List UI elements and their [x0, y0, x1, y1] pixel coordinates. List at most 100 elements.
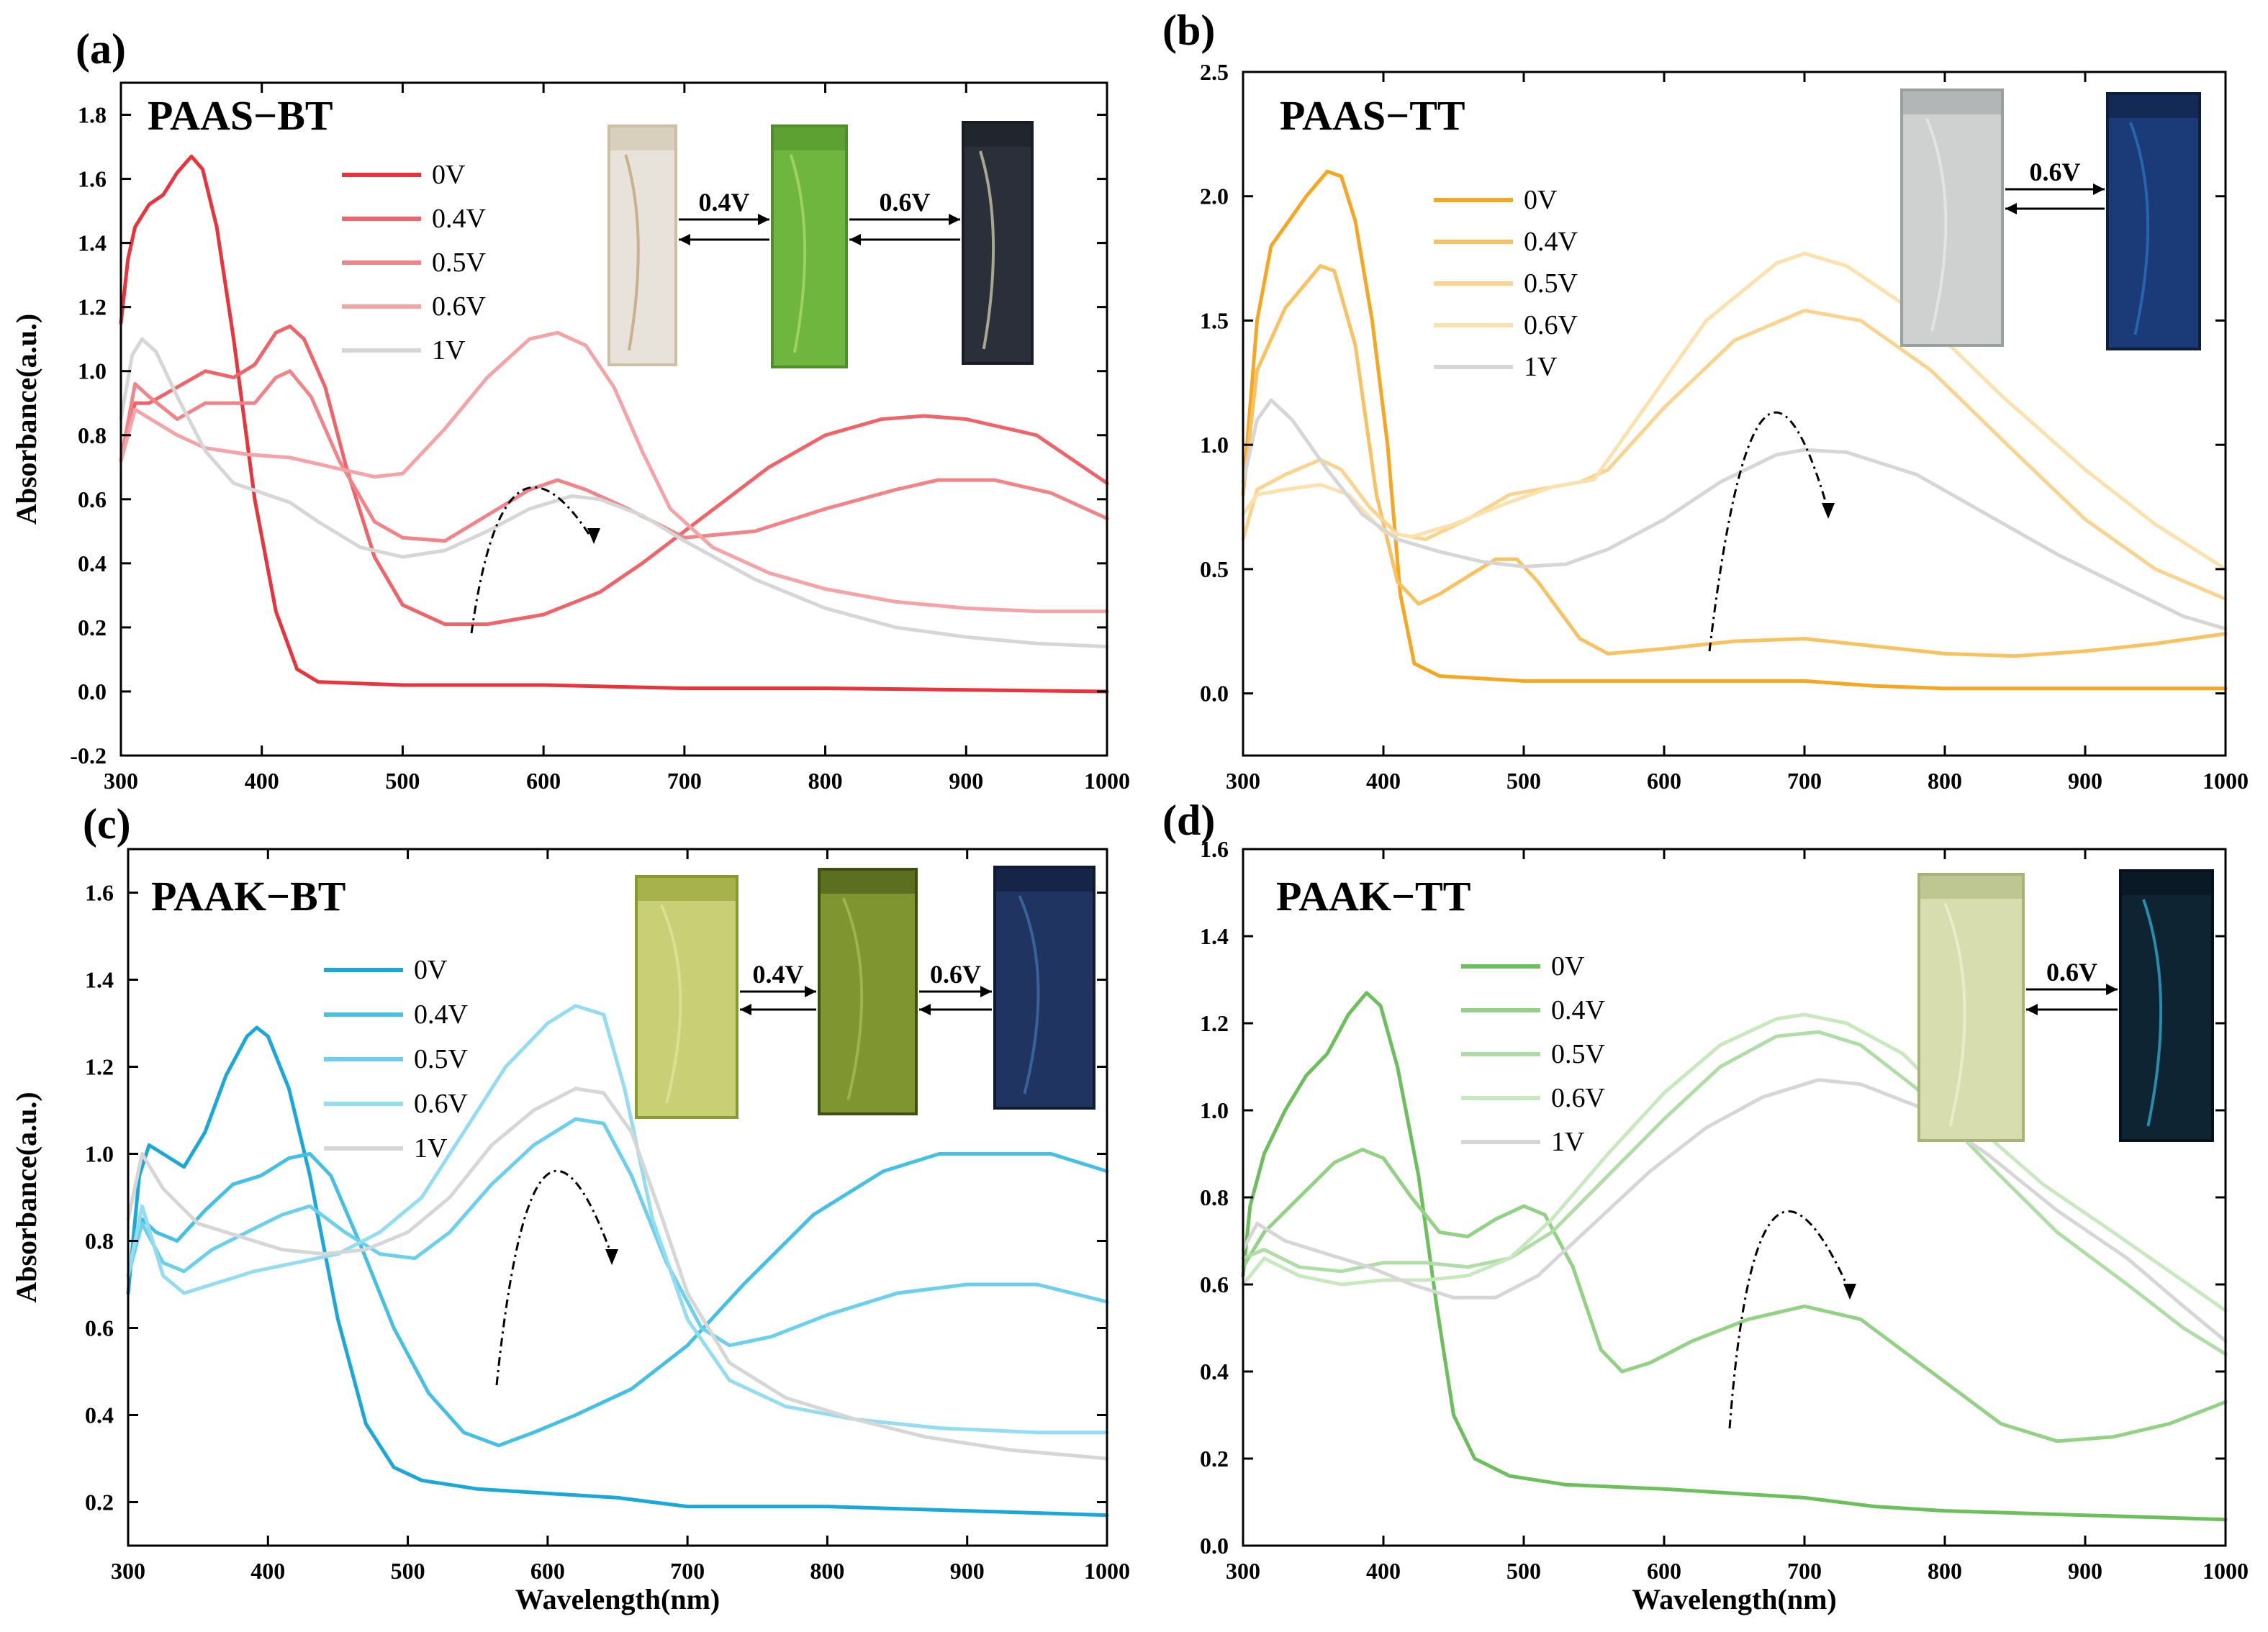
sample-photo-streak: [624, 154, 640, 351]
legend-label: 0.6V: [1551, 1083, 1606, 1113]
transition-voltage-label: 0.6V: [930, 960, 981, 989]
y-tick-label: 1.2: [78, 294, 107, 320]
x-tick-label: 700: [670, 1558, 705, 1584]
legend: 0V 0.4V 0.5V 0.6V 1V: [1461, 951, 1606, 1157]
sample-photo-cap: [963, 122, 1032, 147]
y-tick-label: 2.5: [1200, 59, 1229, 85]
series-line-0.6V: [1241, 251, 2228, 571]
x-tick-label: 600: [530, 1558, 565, 1584]
x-axis-label: Wavelength(nm): [515, 1583, 720, 1615]
legend-label: 0.6V: [432, 291, 487, 322]
y-tick-label: 1.6: [1200, 836, 1229, 862]
transition-arrow-head: [740, 1004, 751, 1015]
y-tick-label: 0.5: [1200, 556, 1229, 582]
legend-label: 0V: [414, 955, 448, 985]
sample-photo-body: [1917, 873, 2025, 1142]
legend-label: 0.5V: [1551, 1039, 1606, 1069]
y-tick-label: 0.2: [85, 1490, 114, 1515]
trend-arrow: [1708, 411, 1830, 652]
series-line-0V: [126, 1025, 1109, 1518]
trend-arrow: [495, 1169, 613, 1386]
sample-photo: [607, 124, 677, 366]
y-tick-label: 0.2: [78, 615, 107, 640]
x-tick-label: 400: [250, 1558, 285, 1584]
sample-photo: [993, 866, 1095, 1110]
sample-photo: [1900, 89, 2004, 347]
sample-photo: [818, 868, 918, 1115]
y-tick-label: 1.0: [78, 358, 107, 384]
panel-label: (c): [83, 800, 131, 848]
x-tick-label: 600: [526, 768, 561, 794]
sample-photo-cap: [2107, 94, 2200, 118]
legend: 0V 0.4V 0.5V 0.6V 1V: [324, 955, 469, 1164]
y-tick-label: 0.4: [1200, 1359, 1229, 1384]
sample-photo-body: [635, 875, 738, 1119]
y-tick-label: 1.4: [1200, 923, 1229, 949]
sample-photo-body: [2106, 92, 2201, 350]
x-tick-label: 300: [1226, 1558, 1260, 1584]
y-tick-label: 0.2: [1200, 1446, 1229, 1472]
x-tick-label: 300: [111, 1558, 145, 1584]
x-tick-label: 500: [1506, 1558, 1541, 1584]
sample-photo-streak: [841, 897, 864, 1100]
legend-label: 0.6V: [1524, 310, 1578, 340]
legend: 0V 0.4V 0.5V 0.6V 1V: [1434, 185, 1578, 382]
series-line-0.5V: [1241, 1030, 2228, 1356]
legend-label: 0.4V: [414, 999, 469, 1030]
sample-photo-cap: [772, 126, 846, 150]
series-line-1V: [1241, 1078, 2228, 1343]
trend-arrow-head: [605, 1249, 618, 1265]
sample-photo-cap: [2120, 871, 2213, 895]
x-tick-label: 700: [1787, 768, 1822, 794]
sample-photo-streak: [979, 150, 995, 350]
y-tick-label: 2.0: [1200, 183, 1229, 209]
panel-title: PAAK−TT: [1276, 873, 1470, 920]
y-tick-label: 1.5: [1200, 307, 1229, 333]
x-tick-label: 900: [950, 1558, 985, 1584]
y-tick-label: 0.0: [1200, 681, 1229, 707]
plot-frame: [119, 81, 1108, 757]
y-tick-label: -0.2: [70, 743, 107, 769]
transition-arrow-head: [919, 1004, 931, 1015]
series-line-0.5V: [119, 369, 1109, 543]
y-tick-label: 1.4: [85, 967, 114, 993]
series-line-1V: [119, 337, 1109, 649]
series-line-0.4V: [119, 324, 1109, 626]
legend-label: 0.4V: [1551, 995, 1606, 1025]
y-tick-label: 0.4: [78, 550, 107, 576]
y-tick-label: 1.6: [78, 166, 107, 192]
panel-label: (a): [76, 25, 126, 73]
x-tick-label: 800: [810, 1558, 844, 1584]
x-tick-label: 1000: [1084, 768, 1130, 794]
plot-frame: [1242, 71, 2227, 757]
chart-panel: 300 400 500 600 700 800 900 1000 0.2 0.4 0.6 0.8 1.0…: [10, 800, 1130, 1615]
x-tick-label: 900: [2068, 768, 2102, 794]
transition-arrow-head: [980, 986, 992, 997]
sample-photo-cap: [1902, 90, 2002, 114]
y-tick-label: 0.6: [78, 486, 107, 512]
sample-photo: [771, 124, 848, 368]
trend-arrow-head: [587, 528, 600, 544]
transition-arrow-head: [849, 234, 861, 245]
y-tick-label: 0.8: [78, 422, 107, 448]
panel-title: PAAK−BT: [151, 873, 345, 920]
transition-arrow-head: [949, 214, 960, 225]
x-tick-label: 700: [1787, 1558, 1822, 1584]
x-tick-label: 300: [1226, 768, 1260, 794]
y-axis-label: Absorbance(a.u.): [10, 1092, 42, 1302]
sample-photo-streak: [1018, 895, 1040, 1094]
sample-photo-streak: [2129, 122, 2150, 335]
panel-title: PAAS−TT: [1280, 92, 1465, 139]
sample-photo: [962, 121, 1034, 365]
sample-photo: [2119, 869, 2214, 1142]
series-line-0V: [119, 154, 1109, 694]
sample-photo-body: [993, 866, 1095, 1110]
sample-photo-cap: [1919, 874, 2023, 899]
panel-label: (b): [1162, 6, 1215, 54]
legend-label: 0.6V: [414, 1089, 469, 1119]
y-tick-label: 0.8: [85, 1228, 114, 1254]
legend-label: 1V: [1524, 352, 1558, 382]
y-tick-label: 1.6: [85, 880, 114, 906]
transition-arrow-head: [679, 234, 690, 245]
